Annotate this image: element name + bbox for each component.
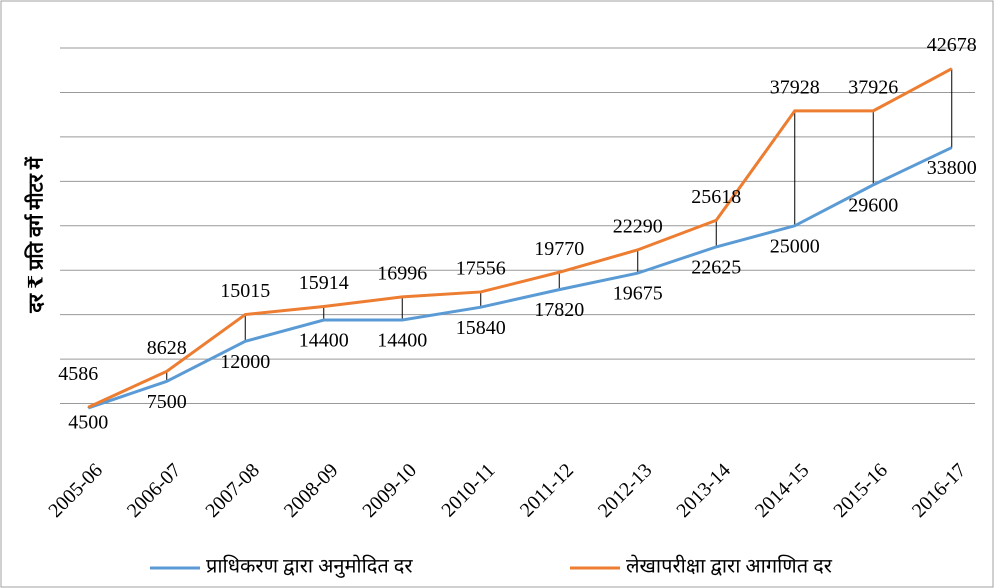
- data-label: 17556: [456, 258, 506, 280]
- data-label: 4500: [68, 412, 108, 434]
- data-label: 8628: [147, 337, 187, 359]
- data-label: 7500: [147, 391, 187, 413]
- data-label: 37926: [848, 76, 898, 98]
- legend-label: प्राधिकरण द्वारा अनुमोदित दर: [206, 555, 413, 579]
- data-label: 25618: [691, 186, 741, 208]
- data-label: 12000: [220, 351, 270, 373]
- data-label: 33800: [927, 157, 977, 179]
- data-label: 29600: [848, 194, 898, 216]
- data-label: 14400: [299, 330, 349, 352]
- data-label: 42678: [927, 34, 977, 56]
- data-label: 25000: [770, 235, 820, 257]
- data-label: 15914: [299, 272, 349, 294]
- data-label: 17820: [534, 299, 584, 321]
- data-label: 22625: [691, 256, 741, 278]
- series-line: [87, 67, 953, 409]
- series-line: [87, 146, 953, 410]
- data-label: 16996: [377, 263, 427, 285]
- data-label: 15015: [220, 280, 270, 302]
- data-label: 14400: [377, 330, 427, 352]
- data-label: 4586: [58, 363, 98, 385]
- data-label: 19675: [613, 283, 663, 305]
- data-label: 37928: [770, 76, 820, 98]
- data-label: 15840: [456, 317, 506, 339]
- data-label: 19770: [534, 238, 584, 260]
- y-axis-label: दर ₹ प्रति वर्ग मीटर में: [24, 156, 48, 313]
- data-label: 22290: [613, 215, 663, 237]
- legend-label: लेखापरीक्षा द्वारा आगणित दर: [626, 555, 833, 578]
